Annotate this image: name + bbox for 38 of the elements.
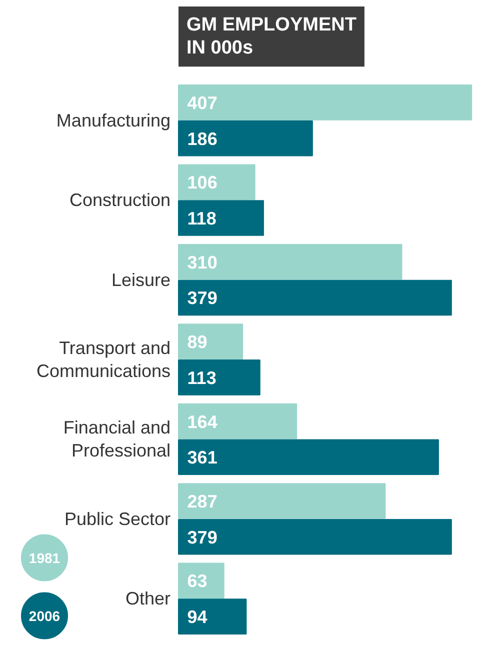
text: 1981 [28, 550, 60, 566]
bar [178, 244, 402, 280]
bar [178, 324, 244, 360]
bar [178, 598, 247, 634]
bar [178, 403, 298, 440]
data-label: 310 [187, 252, 218, 272]
bar [178, 120, 313, 156]
bar [178, 200, 264, 236]
bar [178, 164, 256, 200]
bar [178, 562, 224, 599]
bar [178, 483, 386, 519]
data-label: 361 [187, 448, 218, 468]
data-label: 63 [187, 571, 208, 592]
data-label: 118 [187, 208, 216, 229]
y-tick-label: Construction [69, 190, 171, 210]
bar [178, 439, 439, 476]
data-label: 379 [187, 527, 218, 548]
data-label: 186 [187, 128, 218, 149]
y-tick-label: Public Sector [64, 508, 171, 529]
data-label: 407 [187, 92, 218, 113]
data-label: 379 [187, 288, 218, 308]
bar [178, 280, 452, 316]
data-label: 94 [187, 607, 208, 628]
data-label: 106 [187, 172, 218, 193]
text: 2006 [28, 608, 60, 624]
data-label: 89 [187, 332, 208, 352]
y-tick-label: Manufacturing [56, 110, 171, 130]
bar [178, 360, 260, 396]
y-tick-label: Transport and Communications [36, 338, 171, 381]
y-tick-label: Leisure [111, 270, 171, 290]
data-label: 164 [187, 412, 218, 432]
y-tick-label: Other [125, 588, 171, 609]
bar [178, 518, 452, 555]
data-label: 113 [187, 368, 216, 388]
bar [178, 84, 472, 120]
y-tick-label: Financial and Professional [63, 418, 171, 461]
chart-title: GM EMPLOYMENT IN 000s [186, 14, 357, 59]
data-label: 287 [187, 491, 218, 512]
